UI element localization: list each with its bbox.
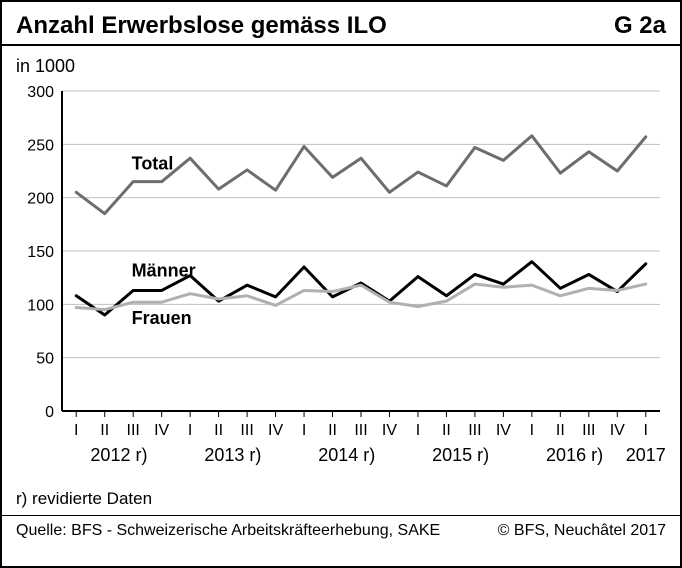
svg-text:100: 100 — [27, 297, 54, 314]
svg-text:200: 200 — [27, 191, 54, 208]
svg-text:IV: IV — [154, 422, 169, 439]
svg-text:II: II — [214, 422, 223, 439]
svg-text:IV: IV — [268, 422, 283, 439]
svg-text:2013 r): 2013 r) — [204, 445, 261, 465]
svg-text:II: II — [556, 422, 565, 439]
svg-text:2014 r): 2014 r) — [318, 445, 375, 465]
series-label-frauen: Frauen — [132, 308, 192, 328]
svg-text:150: 150 — [27, 244, 54, 261]
copyright-text: © BFS, Neuchâtel 2017 — [498, 522, 666, 540]
svg-text:II: II — [100, 422, 109, 439]
chart-area: 050100150200250300IIIIIIIVIIIIIIIVIIIIII… — [2, 77, 680, 487]
chart-title: Anzahl Erwerbslose gemäss ILO — [16, 12, 387, 40]
svg-text:II: II — [328, 422, 337, 439]
source-text: Quelle: BFS - Schweizerische Arbeitskräf… — [16, 522, 440, 540]
svg-text:I: I — [530, 422, 534, 439]
svg-text:250: 250 — [27, 137, 54, 154]
svg-text:IV: IV — [610, 422, 625, 439]
svg-text:IV: IV — [496, 422, 511, 439]
svg-text:2015 r): 2015 r) — [432, 445, 489, 465]
svg-text:300: 300 — [27, 84, 54, 101]
svg-text:2017: 2017 — [626, 445, 666, 465]
svg-text:2016 r): 2016 r) — [546, 445, 603, 465]
svg-text:I: I — [416, 422, 420, 439]
series-label-total: Total — [132, 154, 174, 174]
revision-note: r) revidierte Daten — [2, 487, 680, 515]
svg-text:III: III — [127, 422, 140, 439]
svg-text:III: III — [582, 422, 595, 439]
svg-text:IV: IV — [382, 422, 397, 439]
footer: Quelle: BFS - Schweizerische Arbeitskräf… — [2, 515, 680, 548]
chart-code: G 2a — [614, 12, 666, 40]
svg-text:III: III — [240, 422, 253, 439]
svg-text:0: 0 — [45, 404, 54, 421]
svg-text:II: II — [442, 422, 451, 439]
line-chart: 050100150200250300IIIIIIIVIIIIIIIVIIIIII… — [16, 77, 670, 487]
svg-text:I: I — [644, 422, 648, 439]
svg-text:I: I — [74, 422, 78, 439]
series-label-maenner: Männer — [132, 260, 196, 280]
series-total — [76, 136, 646, 214]
svg-text:I: I — [188, 422, 192, 439]
svg-text:III: III — [468, 422, 481, 439]
svg-text:50: 50 — [36, 351, 54, 368]
chart-subtitle: in 1000 — [2, 46, 680, 77]
svg-text:III: III — [354, 422, 367, 439]
chart-frame: Anzahl Erwerbslose gemäss ILO G 2a in 10… — [0, 0, 682, 568]
svg-text:2012 r): 2012 r) — [90, 445, 147, 465]
svg-text:I: I — [302, 422, 306, 439]
title-row: Anzahl Erwerbslose gemäss ILO G 2a — [2, 2, 680, 44]
